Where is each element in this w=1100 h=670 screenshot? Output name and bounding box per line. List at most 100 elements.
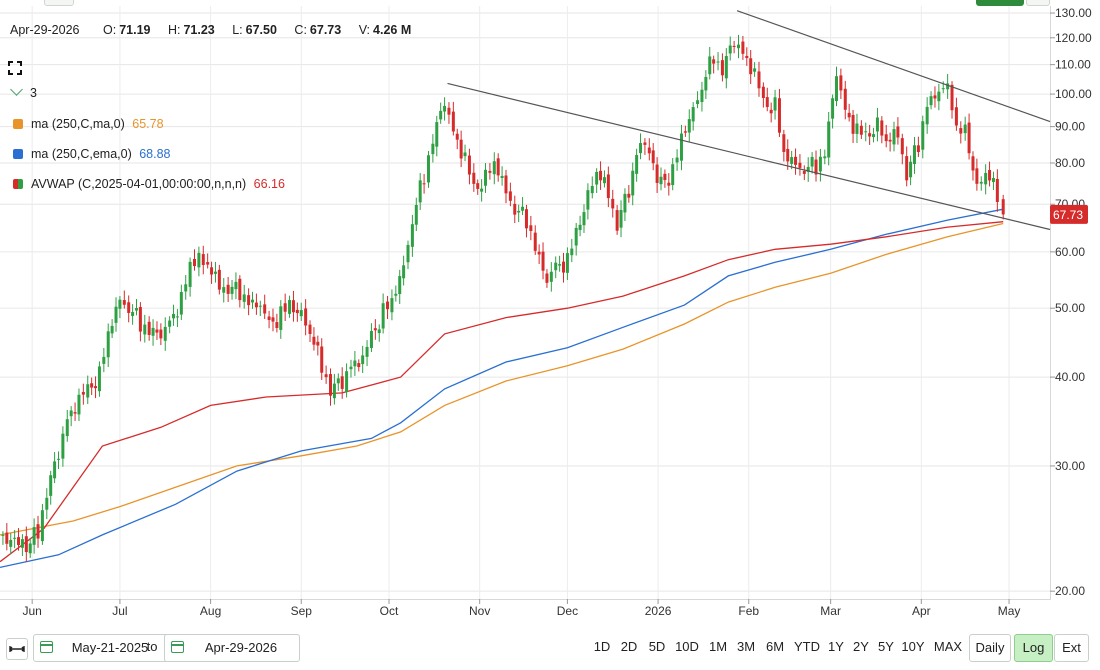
top-tab[interactable] <box>44 0 74 6</box>
range-button-10y[interactable]: 10Y <box>901 639 925 654</box>
legend-item-sma[interactable]: ma (250,C,ma,0) 65.78 <box>13 117 164 131</box>
range-button-6m[interactable]: 6M <box>765 639 785 654</box>
candle-body <box>619 210 623 228</box>
ohlc-date: Apr-29-2026 <box>10 23 80 37</box>
candle-body <box>390 298 394 313</box>
candle-body <box>138 307 142 332</box>
candle-body <box>818 156 822 172</box>
price-tag-group: 67.73 <box>1050 204 1088 224</box>
price-tag-label: 67.73 <box>1053 208 1083 222</box>
legend-item-ema[interactable]: ma (250,C,ema,0) 68.88 <box>13 147 171 161</box>
candle-body <box>782 134 786 152</box>
candle-body <box>288 300 292 314</box>
candle-body <box>611 198 615 209</box>
candle-body <box>17 537 21 546</box>
candle-body <box>484 169 488 186</box>
candle-body <box>56 458 60 460</box>
candle-body <box>345 371 349 393</box>
x-tick-label: Mar <box>820 604 841 618</box>
candle-body <box>151 327 155 336</box>
range-button-2y[interactable]: 2Y <box>853 639 869 654</box>
candle-body <box>963 124 967 134</box>
candle-body <box>529 225 533 232</box>
y-tick-label: 120.00 <box>1055 31 1092 45</box>
y-tick-label: 130.00 <box>1055 6 1092 20</box>
candle-body <box>651 150 655 164</box>
candle-body <box>574 227 578 246</box>
candle-body <box>192 258 196 267</box>
candle-body <box>213 271 217 274</box>
candle-body <box>843 88 847 110</box>
candle-body <box>667 182 671 186</box>
candle-body <box>175 316 179 318</box>
candle-body <box>545 273 549 283</box>
legend-collapse-toggle[interactable]: 3 <box>10 83 37 100</box>
candle-body <box>263 304 267 314</box>
candle-body <box>247 295 251 306</box>
candle-body <box>521 206 525 211</box>
range-button-5y[interactable]: 5Y <box>878 639 894 654</box>
calendar-icon <box>39 641 53 653</box>
y-tick-label: 50.00 <box>1055 301 1085 315</box>
chevron-down-icon <box>10 83 23 96</box>
candle-body <box>179 292 183 315</box>
candle-body <box>954 107 958 126</box>
x-tick-label: Oct <box>380 604 399 618</box>
interval-button[interactable]: Daily <box>969 634 1011 662</box>
candle-body <box>798 162 802 168</box>
candle-body <box>896 126 900 138</box>
from-date-button[interactable]: May-21-2025 <box>33 634 169 662</box>
range-button-1d[interactable]: 1D <box>593 639 611 654</box>
candle-body <box>349 366 353 370</box>
candle-body <box>143 324 147 335</box>
range-button-5d[interactable]: 5D <box>648 639 666 654</box>
price-chart[interactable]: 130.00120.00110.00100.0090.0080.0070.006… <box>0 0 1100 630</box>
to-date-button[interactable]: Apr-29-2026 <box>164 634 300 662</box>
top-tab-active[interactable] <box>976 0 1024 6</box>
candle-body <box>426 155 430 183</box>
candle-body <box>892 129 896 145</box>
candle-body <box>929 96 933 106</box>
range-button-1m[interactable]: 1M <box>708 639 728 654</box>
y-tick-label: 80.00 <box>1055 156 1085 170</box>
range-button-2d[interactable]: 2D <box>620 639 638 654</box>
expand-icon[interactable] <box>6 59 24 77</box>
legend-swatch <box>13 149 23 159</box>
candle-body <box>451 111 455 132</box>
candle-body <box>716 61 720 63</box>
candle-body <box>635 155 639 174</box>
y-tick-label: 110.00 <box>1055 58 1091 72</box>
candle-body <box>864 131 868 133</box>
range-button-max[interactable]: MAX <box>933 639 963 654</box>
candle-body <box>188 261 192 287</box>
x-tick-label: Apr <box>912 604 931 618</box>
indicator-count: 3 <box>30 86 37 100</box>
range-button-3m[interactable]: 3M <box>736 639 756 654</box>
candle-body <box>258 305 262 307</box>
range-selector-icon[interactable] <box>6 638 28 660</box>
candle-body <box>217 269 221 290</box>
candle-body <box>647 147 651 154</box>
candle-body <box>724 56 728 79</box>
candle-body <box>410 224 414 247</box>
range-button-10d[interactable]: 10D <box>675 639 699 654</box>
candle-body <box>565 253 569 273</box>
legend-item-avwap[interactable]: AVWAP (C,2025-04-01,00:00:00,n,n,n) 66.1… <box>13 177 285 191</box>
candle-body <box>488 170 492 173</box>
low-value: 67.50 <box>245 23 277 37</box>
candle-body <box>851 114 855 134</box>
candle-body <box>558 264 562 266</box>
candle-body <box>398 276 402 294</box>
x-tick-label: Dec <box>557 604 578 618</box>
range-button-1y[interactable]: 1Y <box>828 639 844 654</box>
candle-body <box>336 378 340 384</box>
range-button-ytd[interactable]: YTD <box>794 639 820 654</box>
ohlc-readout: Apr-29-2026 O: 71.19 H: 71.23 L: 67.50 C: 67… <box>10 23 425 37</box>
candle-body <box>671 164 675 186</box>
x-tick-label: Jul <box>112 604 127 618</box>
extended-hours-button[interactable]: Ext <box>1054 634 1089 662</box>
candle-body <box>639 143 643 154</box>
log-scale-button[interactable]: Log <box>1014 634 1053 662</box>
candle-body <box>369 331 373 348</box>
top-tab[interactable] <box>1026 0 1050 6</box>
